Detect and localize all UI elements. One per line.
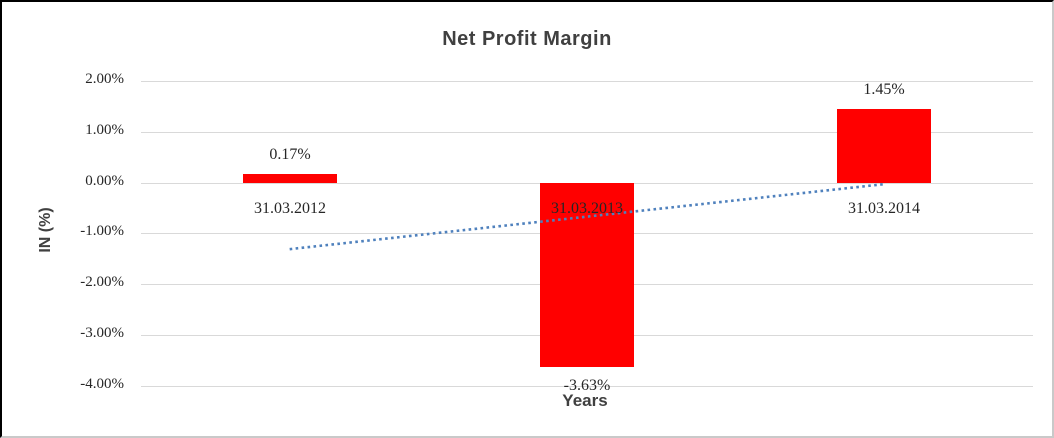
y-tick-label: -1.00% xyxy=(80,223,124,239)
category-label: 31.03.2012 xyxy=(254,200,326,217)
y-tick-label: 2.00% xyxy=(85,71,124,87)
y-tick-label: -3.00% xyxy=(80,325,124,341)
data-label: -3.63% xyxy=(563,377,611,394)
data-label: 1.45% xyxy=(863,81,905,98)
y-tick-label: 0.00% xyxy=(85,173,124,189)
category-label: 31.03.2013 xyxy=(551,200,623,217)
y-tick-label: -2.00% xyxy=(80,274,124,290)
category-label: 31.03.2014 xyxy=(848,200,920,217)
gridline xyxy=(141,81,1033,82)
bar xyxy=(243,174,337,183)
y-tick-label: 1.00% xyxy=(85,122,124,138)
bar xyxy=(837,109,931,183)
chart-title: Net Profit Margin xyxy=(442,28,612,50)
y-tick-label: -4.00% xyxy=(80,376,124,392)
x-axis-title: Years xyxy=(562,391,608,410)
data-label: 0.17% xyxy=(269,146,311,163)
gridline xyxy=(141,386,1033,387)
gridline xyxy=(141,132,1033,133)
